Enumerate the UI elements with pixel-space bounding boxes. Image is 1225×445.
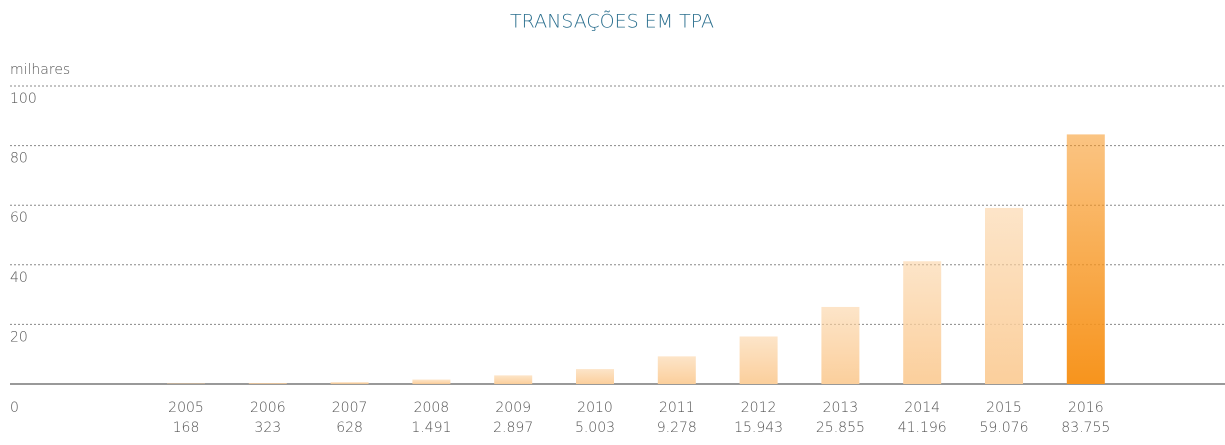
x-tick-label: 2012 (741, 400, 777, 416)
bar (821, 306, 860, 384)
bar (412, 379, 451, 384)
y-tick-label: 20 (10, 329, 28, 345)
value-label: 168 (173, 420, 200, 436)
x-tick-label: 2007 (332, 400, 368, 416)
value-label: 323 (254, 420, 281, 436)
bar (985, 207, 1023, 384)
value-label: 59.076 (980, 420, 1029, 436)
value-label: 9.278 (657, 420, 697, 436)
x-tick-label: 2005 (168, 400, 204, 416)
y-axis-label: milhares (10, 62, 70, 78)
y-tick-label: 0 (10, 400, 19, 416)
x-tick-label: 2016 (1068, 400, 1104, 416)
bar (494, 375, 533, 384)
value-label: 25.855 (816, 420, 865, 436)
x-tick-label: 2014 (904, 400, 940, 416)
bar (1066, 134, 1105, 384)
value-label: 1.491 (411, 420, 451, 436)
bar (330, 382, 369, 384)
x-tick-label: 2010 (577, 400, 613, 416)
value-label: 15.943 (734, 420, 783, 436)
y-tick-label: 60 (10, 210, 28, 226)
y-tick-label: 40 (10, 270, 28, 286)
x-tick-label: 2013 (823, 400, 859, 416)
bar (657, 356, 696, 384)
value-label: 2.897 (493, 420, 533, 436)
bar (739, 336, 778, 384)
x-tick-label: 2006 (250, 400, 286, 416)
value-label: 5.003 (575, 420, 615, 436)
x-tick-label: 2011 (659, 400, 695, 416)
bar (248, 383, 287, 384)
x-tick-label: 2015 (986, 400, 1022, 416)
bar (167, 383, 205, 384)
y-tick-label: 80 (10, 151, 28, 167)
x-tick-label: 2008 (414, 400, 450, 416)
bar (576, 369, 614, 384)
value-label: 41.196 (898, 420, 947, 436)
chart-title: TRANSAÇÕES EM TPA (510, 10, 714, 33)
y-tick-label: 100 (10, 91, 37, 107)
value-label: 83.755 (1061, 420, 1110, 436)
x-tick-label: 2009 (495, 400, 531, 416)
bar (903, 261, 942, 384)
value-label: 628 (336, 420, 363, 436)
